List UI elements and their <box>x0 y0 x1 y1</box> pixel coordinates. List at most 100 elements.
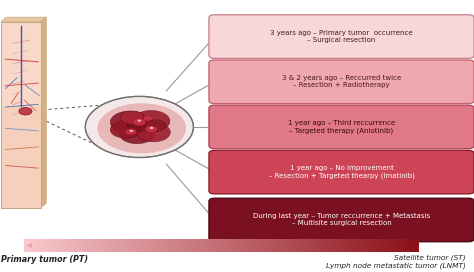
Bar <box>330 239 335 252</box>
Bar <box>212 239 217 252</box>
Bar <box>320 239 326 252</box>
Circle shape <box>150 127 154 129</box>
Bar <box>400 239 404 252</box>
Bar <box>143 239 148 252</box>
Bar <box>385 239 390 252</box>
Bar <box>217 239 222 252</box>
FancyBboxPatch shape <box>209 150 474 194</box>
Bar <box>394 239 400 252</box>
Bar <box>237 239 242 252</box>
Bar <box>123 239 128 252</box>
Bar <box>355 239 360 252</box>
Bar <box>133 239 138 252</box>
Circle shape <box>127 117 154 132</box>
Bar <box>380 239 385 252</box>
FancyBboxPatch shape <box>209 198 474 242</box>
Bar <box>44 239 49 252</box>
Bar <box>83 239 89 252</box>
Circle shape <box>146 120 166 131</box>
Bar <box>69 239 73 252</box>
Circle shape <box>119 123 155 144</box>
Polygon shape <box>0 17 46 22</box>
Bar <box>34 239 39 252</box>
Circle shape <box>129 130 133 132</box>
Bar <box>128 239 133 252</box>
Circle shape <box>19 107 32 115</box>
Text: 3 & 2 years ago – Reccurred twice
– Resection + Radiotherapy: 3 & 2 years ago – Reccurred twice – Rese… <box>282 75 401 88</box>
Bar <box>375 239 380 252</box>
Circle shape <box>143 116 153 121</box>
Bar <box>261 239 266 252</box>
Bar <box>360 239 365 252</box>
Bar <box>182 239 187 252</box>
Bar <box>350 239 355 252</box>
Bar <box>301 239 306 252</box>
Circle shape <box>133 118 146 126</box>
Bar <box>29 239 34 252</box>
Bar <box>79 239 83 252</box>
Bar <box>410 239 414 252</box>
Text: Primary tumor (PT): Primary tumor (PT) <box>0 255 88 264</box>
Bar <box>310 239 316 252</box>
FancyBboxPatch shape <box>209 105 474 149</box>
FancyBboxPatch shape <box>209 60 474 104</box>
Circle shape <box>125 129 137 135</box>
Bar <box>335 239 340 252</box>
Circle shape <box>137 123 170 142</box>
Bar <box>241 239 246 252</box>
Circle shape <box>137 119 141 122</box>
Circle shape <box>132 110 170 132</box>
Bar <box>157 239 163 252</box>
Bar <box>118 239 123 252</box>
Bar <box>291 239 296 252</box>
Bar <box>167 239 173 252</box>
Bar <box>73 239 79 252</box>
Polygon shape <box>41 17 46 208</box>
FancyBboxPatch shape <box>0 22 41 208</box>
Text: During last year – Tumor reccurrence + Metastasis
– Multisite surgical resection: During last year – Tumor reccurrence + M… <box>253 214 430 227</box>
Bar <box>49 239 54 252</box>
Bar <box>108 239 113 252</box>
Bar <box>345 239 350 252</box>
Bar <box>187 239 192 252</box>
Bar <box>54 239 59 252</box>
Bar <box>197 239 202 252</box>
Bar <box>281 239 286 252</box>
FancyBboxPatch shape <box>0 22 41 106</box>
Bar <box>266 239 271 252</box>
Bar <box>64 239 69 252</box>
Circle shape <box>120 111 144 124</box>
Bar <box>222 239 227 252</box>
Bar <box>296 239 301 252</box>
Bar <box>148 239 153 252</box>
Bar <box>390 239 395 252</box>
Circle shape <box>85 96 193 157</box>
Bar <box>326 239 330 252</box>
Bar <box>103 239 108 252</box>
Text: 1 year ago – Third reccurrence
– Targeted therapy (Anlotinib): 1 year ago – Third reccurrence – Targete… <box>288 120 395 134</box>
Bar <box>286 239 291 252</box>
Bar <box>207 239 212 252</box>
Bar <box>227 239 232 252</box>
Circle shape <box>145 126 157 132</box>
Bar <box>232 239 237 252</box>
Bar <box>163 239 167 252</box>
Bar <box>271 239 276 252</box>
Text: Satellite tumor (ST)
Lymph node metastatic tumor (LNMT): Satellite tumor (ST) Lymph node metastat… <box>326 255 466 269</box>
Bar <box>316 239 320 252</box>
Bar <box>153 239 157 252</box>
Bar <box>251 239 256 252</box>
Circle shape <box>97 103 186 153</box>
Bar <box>39 239 44 252</box>
Bar <box>113 239 118 252</box>
Circle shape <box>110 111 150 133</box>
Circle shape <box>110 121 140 138</box>
Bar <box>98 239 103 252</box>
Bar <box>306 239 310 252</box>
Bar <box>276 239 281 252</box>
Bar <box>24 239 29 252</box>
Bar <box>414 239 419 252</box>
Bar <box>365 239 370 252</box>
FancyBboxPatch shape <box>0 106 41 208</box>
Bar <box>202 239 207 252</box>
